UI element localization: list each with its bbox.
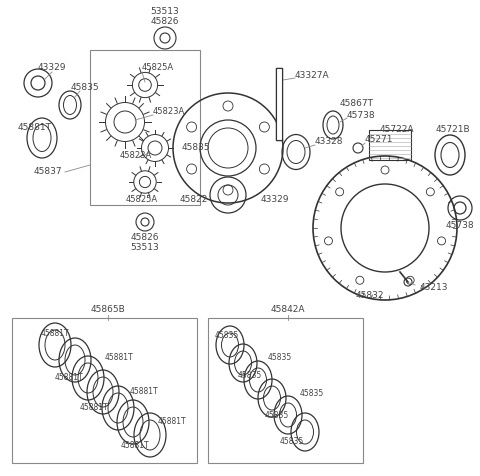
Text: 45823A: 45823A [120, 150, 152, 159]
Text: 45825A: 45825A [126, 196, 158, 205]
Text: 45271: 45271 [365, 136, 394, 145]
Text: 45822: 45822 [180, 196, 208, 205]
Text: 45881T: 45881T [130, 387, 158, 397]
Text: 45835: 45835 [268, 354, 292, 363]
Text: 45738: 45738 [347, 110, 376, 119]
Text: 45721B: 45721B [436, 126, 470, 135]
Text: 45842A: 45842A [271, 306, 305, 315]
Text: 53513: 53513 [151, 8, 180, 17]
Text: 45832: 45832 [356, 291, 384, 300]
Bar [276, 68, 282, 140]
Bar [208, 318, 363, 463]
Circle shape [336, 188, 344, 196]
Text: 43328: 43328 [315, 138, 344, 147]
Text: 45835: 45835 [71, 83, 99, 92]
Text: 45881T: 45881T [18, 123, 52, 132]
Text: 43327A: 43327A [295, 70, 330, 79]
Text: 43213: 43213 [420, 284, 448, 292]
Bar [12, 318, 197, 463]
Text: 45823A: 45823A [153, 108, 185, 117]
Text: 45881T: 45881T [55, 374, 84, 383]
Text: 53513: 53513 [131, 242, 159, 251]
Bar [369, 130, 411, 160]
Text: 45881T: 45881T [105, 354, 133, 363]
Circle shape [324, 237, 333, 245]
Text: 45826: 45826 [151, 18, 179, 27]
Text: 45826: 45826 [131, 232, 159, 241]
Text: 45722A: 45722A [380, 126, 415, 135]
Text: 45881T: 45881T [41, 329, 69, 338]
Text: 45881T: 45881T [80, 404, 108, 413]
Text: 45865B: 45865B [91, 306, 125, 315]
Text: 45835: 45835 [182, 143, 210, 152]
Circle shape [406, 276, 414, 284]
Bar [90, 50, 200, 205]
Text: 45837: 45837 [34, 168, 62, 177]
Circle shape [438, 237, 445, 245]
Bar [277, 69, 281, 139]
Bar [276, 68, 282, 140]
Text: 45881T: 45881T [158, 417, 187, 426]
Text: 43329: 43329 [38, 63, 66, 72]
Text: 45835: 45835 [215, 331, 239, 340]
Text: 45835: 45835 [300, 388, 324, 397]
Circle shape [356, 276, 364, 284]
Text: 45835: 45835 [280, 437, 304, 446]
Text: 45835: 45835 [238, 370, 262, 379]
Text: 45881T: 45881T [120, 440, 149, 449]
Circle shape [426, 188, 434, 196]
Text: 45738: 45738 [446, 220, 474, 229]
Text: 43329: 43329 [261, 196, 289, 205]
Text: 45835: 45835 [265, 410, 289, 419]
Text: 45867T: 45867T [340, 99, 374, 108]
Circle shape [381, 166, 389, 174]
Text: 45825A: 45825A [142, 63, 174, 72]
